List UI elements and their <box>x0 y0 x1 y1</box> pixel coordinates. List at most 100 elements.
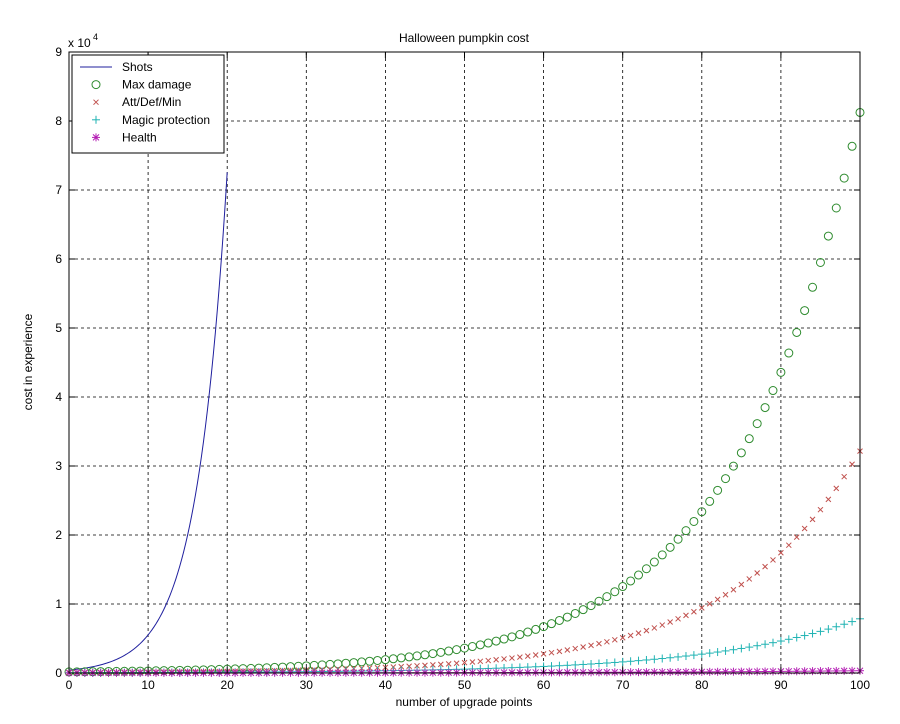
marker-shape <box>793 534 800 540</box>
data-point <box>406 663 412 670</box>
marker-shape <box>634 570 644 580</box>
data-point <box>816 667 825 676</box>
marker-shape <box>588 642 594 649</box>
data-point <box>515 630 525 640</box>
marker-shape <box>467 642 477 652</box>
data-point <box>801 525 808 532</box>
x-tick-label: 60 <box>537 678 551 692</box>
marker-shape <box>422 662 428 669</box>
marker-shape <box>92 134 100 141</box>
data-point <box>785 542 792 549</box>
marker-shape <box>563 669 571 676</box>
data-point <box>753 667 762 676</box>
data-point <box>563 668 572 677</box>
data-point <box>532 652 539 658</box>
marker-shape <box>641 564 651 574</box>
x-tick-label: 50 <box>458 678 472 692</box>
data-point <box>848 617 857 626</box>
y-tick-label: 4 <box>55 390 62 404</box>
data-point <box>665 542 675 552</box>
data-point <box>412 651 422 661</box>
marker-shape <box>594 596 604 606</box>
marker-shape <box>768 386 778 396</box>
data-point <box>848 666 857 675</box>
data-point <box>768 667 777 676</box>
y-tick-label: 0 <box>55 666 62 680</box>
marker-shape <box>762 563 768 570</box>
data-point <box>634 656 643 665</box>
data-point <box>768 638 777 647</box>
marker-shape <box>586 601 596 611</box>
data-point <box>666 653 675 662</box>
marker-shape <box>388 654 398 664</box>
marker-shape <box>564 647 571 653</box>
data-point <box>721 474 731 484</box>
x-tick-label: 70 <box>616 678 630 692</box>
data-point <box>776 637 785 646</box>
y-tick-label: 3 <box>55 459 62 473</box>
data-point <box>602 592 612 602</box>
data-point <box>681 667 690 676</box>
data-point <box>714 596 721 603</box>
marker-shape <box>643 627 650 634</box>
data-point <box>649 557 659 567</box>
data-point <box>610 658 619 667</box>
marker-shape <box>444 646 454 656</box>
marker-shape <box>572 645 579 652</box>
marker-shape <box>627 668 634 676</box>
data-point <box>832 622 841 631</box>
data-point <box>436 647 446 657</box>
data-point <box>705 496 715 506</box>
data-point <box>618 582 628 592</box>
data-point <box>713 648 722 657</box>
data-point <box>610 587 620 597</box>
data-point <box>452 645 462 655</box>
marker-shape <box>792 327 802 337</box>
data-point <box>420 650 430 660</box>
data-point <box>761 667 770 676</box>
marker-shape <box>839 173 849 183</box>
data-point <box>673 534 683 544</box>
marker-shape <box>532 669 540 676</box>
marker-shape <box>754 570 761 576</box>
data-point <box>507 632 517 642</box>
y-tick-label: 5 <box>55 321 62 335</box>
data-point <box>760 403 770 413</box>
data-point <box>604 638 610 645</box>
legend-label: Max damage <box>122 78 192 92</box>
legend: Shots Max damage Att/Def/Min Magic protecti… <box>71 54 225 154</box>
data-point <box>563 661 572 670</box>
data-point <box>691 608 697 615</box>
data-point <box>658 654 667 663</box>
marker-shape <box>849 461 855 468</box>
marker-shape <box>493 656 499 663</box>
data-point <box>752 419 762 429</box>
marker-shape <box>91 80 101 90</box>
marker-shape <box>548 649 555 656</box>
marker-shape <box>453 660 460 667</box>
marker-shape <box>657 550 667 560</box>
data-point <box>556 648 563 655</box>
marker-shape <box>445 660 452 667</box>
marker-shape <box>604 638 610 645</box>
marker-shape <box>404 652 414 662</box>
data-point <box>847 141 857 151</box>
marker-shape <box>406 663 412 670</box>
marker-shape <box>649 557 659 567</box>
marker-shape <box>603 668 611 676</box>
marker-shape <box>618 582 628 592</box>
data-point <box>849 461 855 468</box>
data-point <box>564 647 571 653</box>
data-point <box>778 549 784 556</box>
marker-shape <box>515 630 525 640</box>
marker-shape <box>436 647 446 657</box>
data-point <box>349 658 359 668</box>
marker-shape <box>746 576 753 582</box>
marker-shape <box>706 600 713 607</box>
marker-shape <box>475 640 485 650</box>
data-point <box>635 630 642 636</box>
marker-shape <box>665 542 675 552</box>
data-point <box>341 658 351 668</box>
marker-shape <box>744 434 754 444</box>
data-point <box>650 655 659 664</box>
